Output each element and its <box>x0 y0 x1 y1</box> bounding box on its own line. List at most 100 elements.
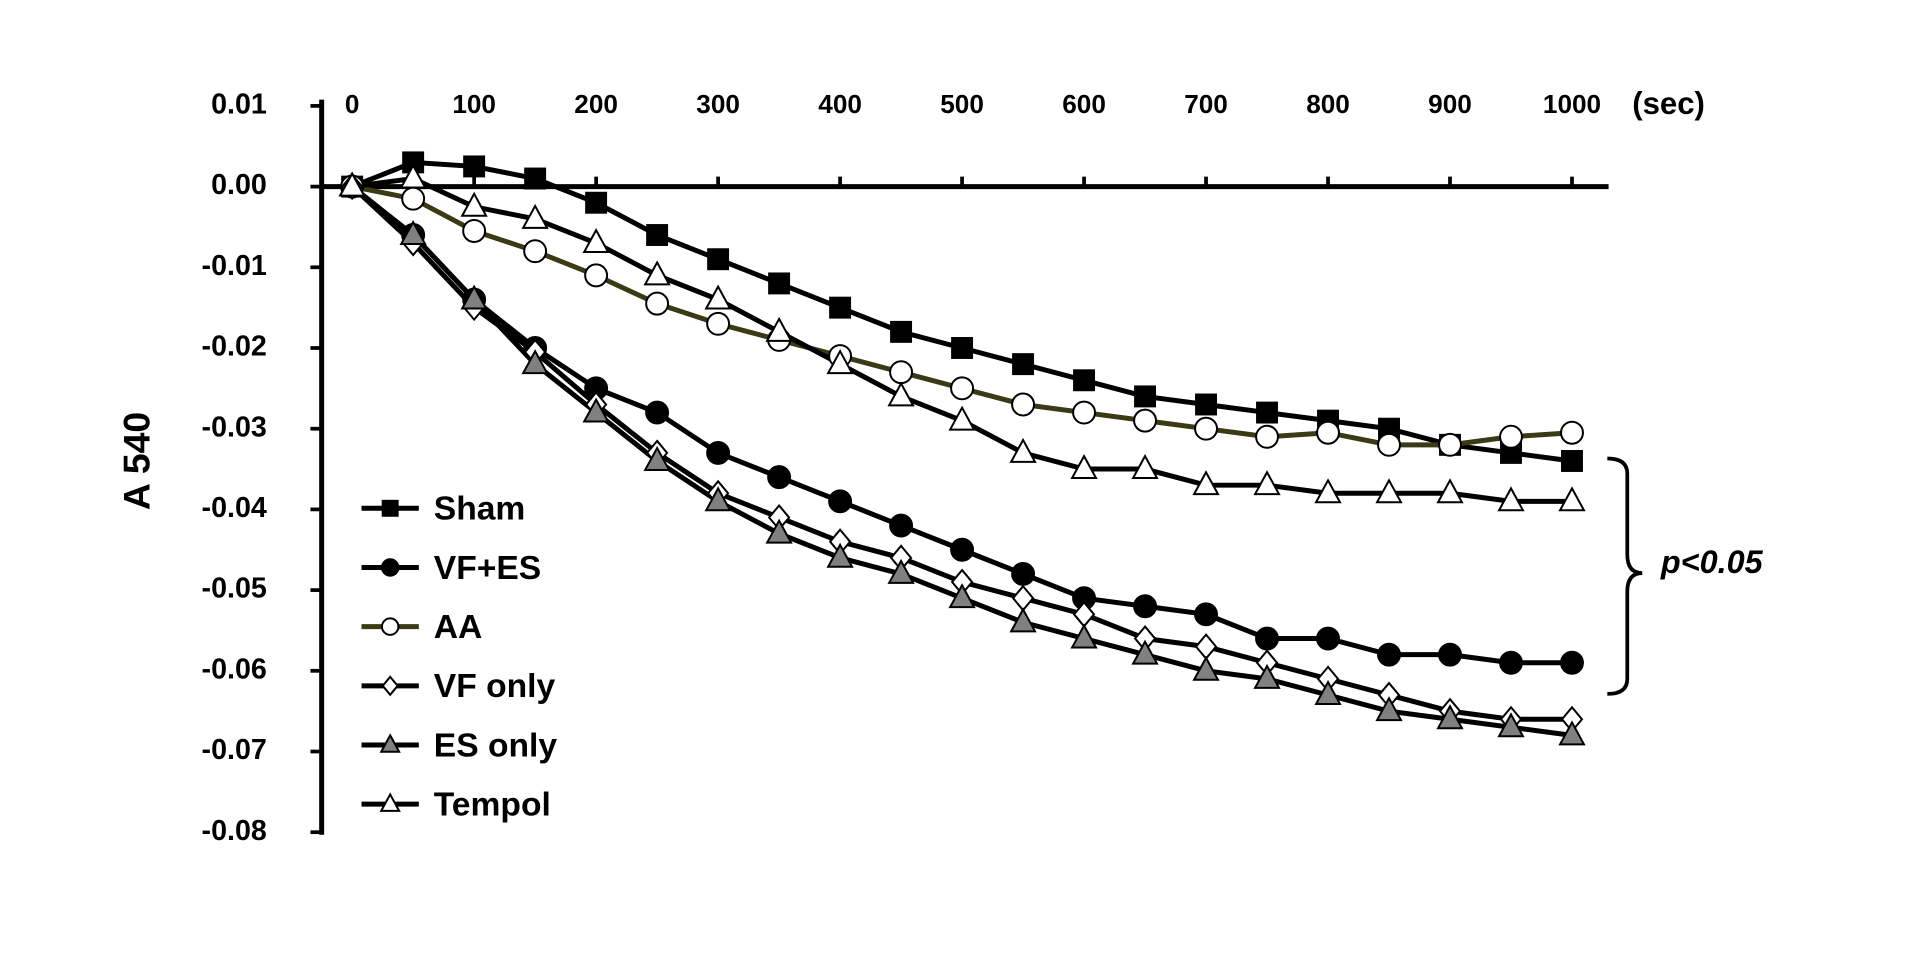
marker <box>1255 626 1279 651</box>
marker <box>1560 420 1584 445</box>
marker <box>1070 623 1098 649</box>
marker <box>521 203 549 229</box>
marker <box>1558 486 1586 512</box>
marker <box>704 486 732 512</box>
marker <box>1133 594 1158 619</box>
legend-marker <box>380 617 400 636</box>
marker <box>462 219 487 243</box>
marker <box>401 186 426 211</box>
x-tick-label: 700 <box>1184 89 1228 119</box>
marker <box>1131 454 1159 480</box>
marker <box>707 248 730 271</box>
marker <box>1195 393 1218 416</box>
marker <box>828 489 853 514</box>
marker <box>1012 353 1035 376</box>
marker <box>1256 401 1278 424</box>
marker <box>706 440 731 465</box>
marker <box>524 167 547 190</box>
legend-label: AA <box>434 609 483 646</box>
marker <box>1497 486 1525 512</box>
marker <box>948 405 976 431</box>
y-tick-label: 0.00 <box>211 169 267 201</box>
marker <box>889 513 914 538</box>
marker <box>645 291 670 316</box>
x-tick-label: 300 <box>696 89 740 119</box>
annotation: p<0.05 <box>1660 544 1764 580</box>
marker <box>1438 432 1462 457</box>
marker <box>765 316 793 342</box>
legend-marker <box>379 733 401 753</box>
marker <box>1192 655 1220 681</box>
marker <box>1377 642 1401 667</box>
marker <box>1316 420 1340 445</box>
x-tick-label: 600 <box>1062 89 1106 119</box>
marker <box>1561 450 1583 472</box>
legend-marker <box>381 499 399 517</box>
y-tick-label: 0.01 <box>211 88 267 120</box>
marker <box>1009 437 1037 463</box>
marker <box>1253 663 1281 689</box>
marker <box>338 171 366 197</box>
marker <box>768 272 791 295</box>
marker <box>1072 400 1097 425</box>
marker <box>1316 626 1340 651</box>
marker <box>399 163 427 189</box>
marker <box>460 191 488 217</box>
marker <box>1497 712 1525 738</box>
marker <box>1499 650 1523 675</box>
marker <box>1314 679 1342 705</box>
marker <box>460 284 488 310</box>
marker <box>1253 470 1281 496</box>
x-axis-label: (sec) <box>1632 86 1705 121</box>
marker <box>1436 478 1464 504</box>
bracket <box>1607 456 1643 696</box>
marker <box>1436 704 1464 730</box>
legend-label: Tempol <box>434 787 551 824</box>
marker <box>1131 639 1159 665</box>
marker <box>890 320 913 343</box>
y-tick-label: -0.01 <box>202 250 267 282</box>
y-tick-label: -0.03 <box>202 411 267 443</box>
marker <box>1194 416 1219 441</box>
x-tick-label: 500 <box>940 89 984 119</box>
marker <box>643 260 671 286</box>
x-tick-label: 400 <box>818 89 862 119</box>
marker <box>1314 478 1342 504</box>
marker <box>1438 642 1462 667</box>
x-tick-label: 100 <box>452 89 496 119</box>
marker <box>1558 720 1586 746</box>
marker <box>1192 470 1220 496</box>
y-tick-label: -0.04 <box>202 492 267 524</box>
marker <box>1133 408 1158 433</box>
marker <box>704 284 732 310</box>
marker <box>646 224 669 246</box>
x-tick-label: 200 <box>574 89 618 119</box>
marker <box>1255 424 1279 449</box>
marker <box>887 381 915 407</box>
marker <box>765 518 793 544</box>
marker <box>521 349 549 375</box>
legend-label: Sham <box>434 491 526 528</box>
legend-marker <box>381 675 399 697</box>
y-tick-label: -0.06 <box>202 653 267 685</box>
marker <box>1560 650 1584 675</box>
marker <box>1009 607 1037 633</box>
legend-label: VF+ES <box>434 550 541 587</box>
marker <box>1375 696 1403 722</box>
legend-marker <box>380 558 400 577</box>
marker <box>826 542 854 568</box>
marker <box>1073 369 1096 392</box>
marker <box>582 228 610 254</box>
marker <box>951 337 974 359</box>
marker <box>826 349 854 375</box>
legend-label: VF only <box>434 668 556 705</box>
marker <box>948 583 976 609</box>
x-tick-label: 0 <box>345 89 360 119</box>
marker <box>950 537 975 562</box>
marker <box>399 219 427 245</box>
marker <box>887 558 915 584</box>
y-tick-label: -0.05 <box>202 573 267 605</box>
y-tick-label: -0.02 <box>202 331 267 363</box>
